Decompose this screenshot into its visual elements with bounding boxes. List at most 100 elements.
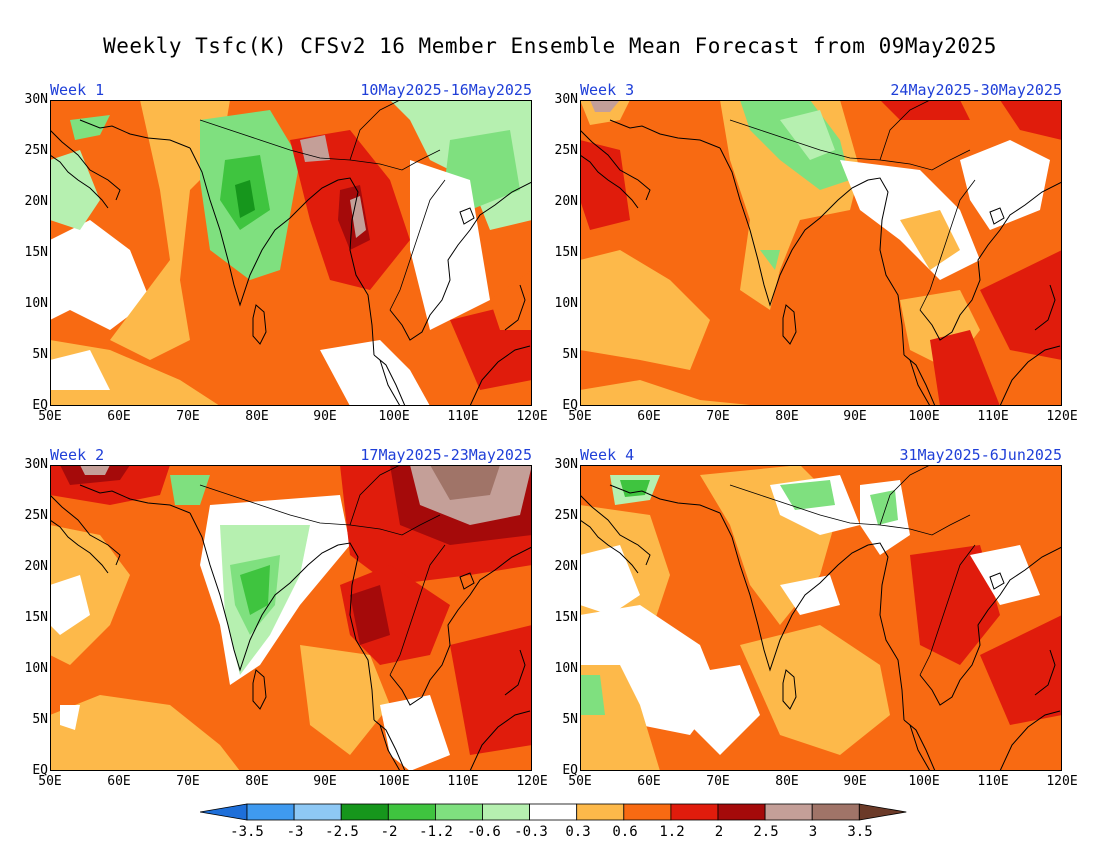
lon-label: 100E xyxy=(908,774,940,789)
colorbar-label: -2.5 xyxy=(325,824,359,840)
lat-label: 5N xyxy=(562,712,578,727)
lat-label: 15N xyxy=(24,245,48,260)
colorbar-cell xyxy=(670,803,719,821)
colorbar-label: 2.5 xyxy=(753,824,779,840)
anomaly-map xyxy=(50,100,532,406)
panel-week-2: Week 2 17May2025-23May2025 30N 25N 20N 1… xyxy=(25,446,548,789)
panel-dates: 17May2025-23May2025 xyxy=(360,446,532,464)
lat-label: 20N xyxy=(24,194,48,209)
lon-label: 60E xyxy=(637,774,661,789)
panel-dates: 24May2025-30May2025 xyxy=(890,81,1062,99)
anomaly-map xyxy=(580,100,1062,406)
lon-label: 80E xyxy=(245,774,269,789)
lon-label: 70E xyxy=(706,774,730,789)
colorbar-arrow-low xyxy=(200,803,248,821)
colorbar-label: -3 xyxy=(286,824,304,840)
lat-label: 25N xyxy=(24,508,48,523)
panel-week-3: Week 3 24May2025-30May2025 30N 25N 20N 1… xyxy=(555,81,1078,424)
colorbar-label: -1.2 xyxy=(419,824,453,840)
colorbar-cell xyxy=(717,803,766,821)
colorbar-cell xyxy=(387,803,436,821)
colorbar-cell xyxy=(434,803,483,821)
colorbar xyxy=(200,803,907,821)
lat-label: 25N xyxy=(554,508,578,523)
lat-label: 30N xyxy=(24,92,48,107)
lon-label: 80E xyxy=(775,409,799,424)
lat-label: 10N xyxy=(554,661,578,676)
lon-label: 70E xyxy=(706,409,730,424)
lon-label: 80E xyxy=(775,774,799,789)
lat-label: EQ xyxy=(32,398,48,413)
lat-label: 20N xyxy=(554,559,578,574)
colorbar-label: 0.6 xyxy=(612,824,638,840)
colorbar-label: -0.3 xyxy=(514,824,548,840)
lon-label: 100E xyxy=(378,774,410,789)
lat-label: 5N xyxy=(32,347,48,362)
lon-label: 80E xyxy=(245,409,269,424)
lat-label: 20N xyxy=(554,194,578,209)
lon-label: 120E xyxy=(516,409,548,424)
panel-week-4: Week 4 31May2025-6Jun2025 30N 25N 20N 15… xyxy=(555,446,1078,789)
colorbar-label: 3 xyxy=(808,824,818,840)
lon-label: 110E xyxy=(977,409,1009,424)
panel-label: Week 4 xyxy=(580,446,635,464)
lon-label: 60E xyxy=(107,774,131,789)
lon-label: 50E xyxy=(568,774,592,789)
panel-label: Week 3 xyxy=(580,81,635,99)
lon-label: 50E xyxy=(38,774,62,789)
lon-label: 110E xyxy=(977,774,1009,789)
colorbar-cell xyxy=(529,803,578,821)
lat-label: EQ xyxy=(562,763,578,778)
lat-label: EQ xyxy=(32,763,48,778)
lon-label: 90E xyxy=(313,774,337,789)
lat-label: 15N xyxy=(24,610,48,625)
anomaly-map xyxy=(580,465,1062,771)
lat-label: 20N xyxy=(24,559,48,574)
colorbar-label: -0.6 xyxy=(467,824,501,840)
colorbar-cell xyxy=(623,803,672,821)
colorbar-cell xyxy=(246,803,295,821)
lon-label: 60E xyxy=(637,409,661,424)
lat-label: EQ xyxy=(562,398,578,413)
lat-label: 15N xyxy=(554,610,578,625)
anomaly-map xyxy=(50,465,532,771)
panel-dates: 31May2025-6Jun2025 xyxy=(899,446,1062,464)
lon-label: 70E xyxy=(176,409,200,424)
colorbar-label: 3.5 xyxy=(847,824,873,840)
lat-label: 30N xyxy=(554,92,578,107)
panel-label: Week 2 xyxy=(50,446,105,464)
lon-label: 50E xyxy=(38,409,62,424)
lat-label: 5N xyxy=(32,712,48,727)
lon-label: 50E xyxy=(568,409,592,424)
lat-label: 25N xyxy=(554,143,578,158)
lat-label: 30N xyxy=(24,457,48,472)
panel-week-1: Week 1 10May2025-16May2025 30N 25N 20N 1… xyxy=(25,81,548,424)
panel-dates: 10May2025-16May2025 xyxy=(360,81,532,99)
lon-label: 120E xyxy=(516,774,548,789)
lat-label: 15N xyxy=(554,245,578,260)
colorbar-label: 2 xyxy=(714,824,724,840)
lon-label: 120E xyxy=(1046,409,1078,424)
lat-label: 10N xyxy=(24,661,48,676)
colorbar-cell xyxy=(576,803,625,821)
lat-label: 10N xyxy=(554,296,578,311)
colorbar-arrow-high xyxy=(858,803,907,821)
lon-label: 110E xyxy=(447,774,479,789)
lon-label: 100E xyxy=(378,409,410,424)
lon-label: 90E xyxy=(313,409,337,424)
lon-label: 90E xyxy=(843,409,867,424)
lat-label: 10N xyxy=(24,296,48,311)
colorbar-label: 0.3 xyxy=(565,824,591,840)
lon-label: 110E xyxy=(447,409,479,424)
colorbar-label: -2 xyxy=(380,824,398,840)
lon-label: 60E xyxy=(107,409,131,424)
colorbar-cell xyxy=(811,803,860,821)
colorbar-label: -3.5 xyxy=(230,824,264,840)
colorbar-cell xyxy=(482,803,530,821)
lon-label: 100E xyxy=(908,409,940,424)
panel-label: Week 1 xyxy=(50,81,105,99)
colorbar-cell xyxy=(340,803,389,821)
lon-label: 120E xyxy=(1046,774,1078,789)
lat-label: 25N xyxy=(24,143,48,158)
colorbar-label: 1.2 xyxy=(659,824,685,840)
